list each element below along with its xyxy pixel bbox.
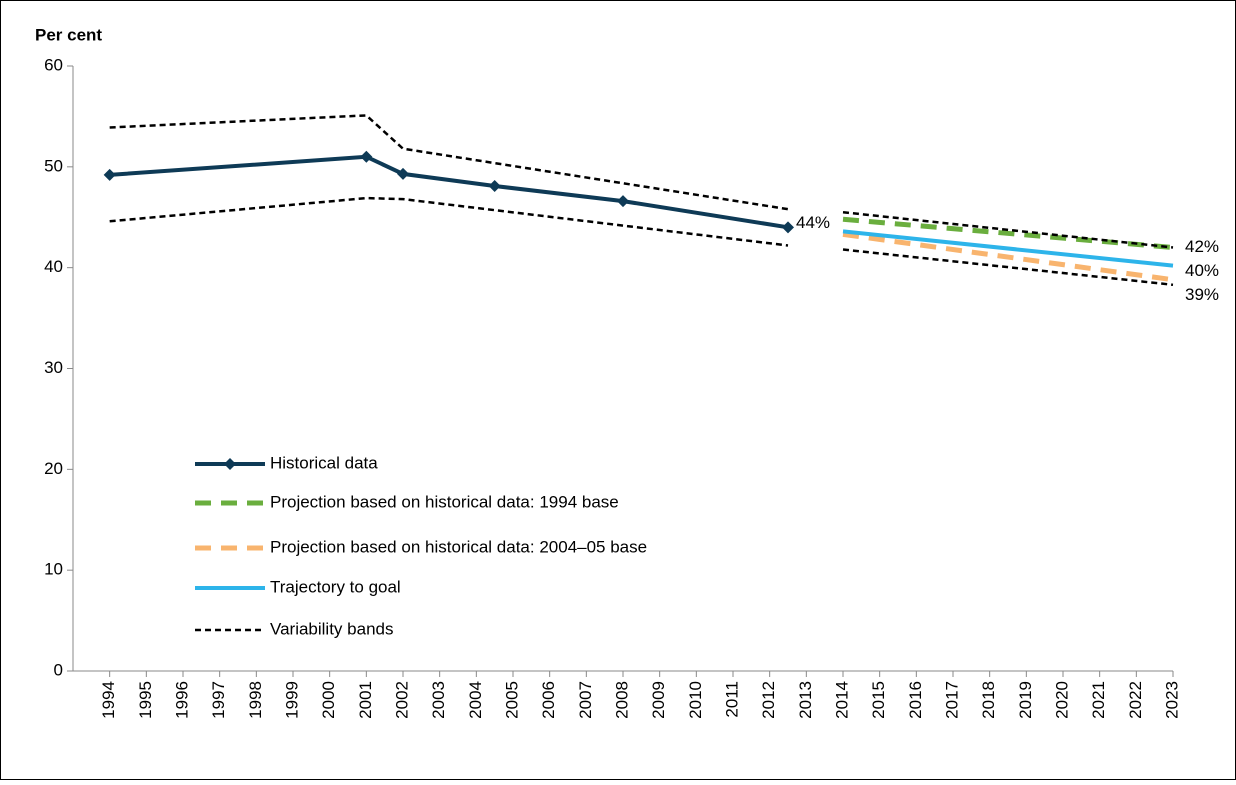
x-tick-label: 2022	[1126, 681, 1145, 719]
x-tick-label: 2018	[979, 681, 998, 719]
y-tick-label: 40	[44, 257, 63, 276]
y-tick-label: 60	[44, 55, 63, 74]
x-tick-label: 1994	[99, 681, 118, 719]
x-tick-label: 2012	[759, 681, 778, 719]
y-tick-label: 20	[44, 459, 63, 478]
data-label: 42%	[1185, 237, 1219, 256]
x-tick-label: 2017	[942, 681, 961, 719]
legend-marker	[224, 458, 236, 470]
point-marker	[397, 167, 409, 180]
y-axis-label: Per cent	[35, 25, 102, 44]
x-tick-label: 2007	[576, 681, 595, 719]
series-line	[109, 154, 789, 230]
legend-label: Historical data	[270, 453, 378, 472]
x-tick-label: 2009	[649, 681, 668, 719]
legend-label: Projection based on historical data: 200…	[270, 537, 647, 556]
x-tick-label: 2010	[686, 681, 705, 719]
x-tick-label: 1998	[246, 681, 265, 719]
x-tick-label: 2001	[356, 681, 375, 719]
x-tick-label: 2013	[796, 681, 815, 719]
x-tick-label: 2021	[1089, 681, 1108, 719]
legend-label: Trajectory to goal	[270, 577, 401, 596]
x-tick-label: 2016	[906, 681, 925, 719]
series-line	[842, 216, 1174, 250]
series-line	[109, 114, 789, 211]
x-tick-label: 2023	[1162, 681, 1181, 719]
y-tick-label: 0	[54, 660, 63, 679]
x-tick-label: 2020	[1052, 681, 1071, 719]
x-tick-label: 1995	[136, 681, 155, 719]
x-tick-label: 2019	[1016, 681, 1035, 719]
y-tick-label: 50	[44, 156, 63, 175]
y-tick-label: 10	[44, 560, 63, 579]
x-tick-label: 2008	[612, 681, 631, 719]
series-line	[842, 231, 1174, 283]
legend-label: Variability bands	[270, 619, 393, 638]
x-tick-label: 2014	[832, 681, 851, 719]
point-marker	[782, 221, 794, 234]
point-marker	[617, 195, 629, 208]
series-line	[842, 229, 1174, 268]
x-tick-label: 2002	[392, 681, 411, 719]
data-label: 39%	[1185, 285, 1219, 304]
x-tick-label: 2011	[722, 681, 741, 718]
y-tick-label: 30	[44, 358, 63, 377]
series-line	[842, 210, 1174, 249]
x-tick-label: 1996	[172, 681, 191, 719]
x-tick-label: 2004	[466, 681, 485, 719]
data-label: 44%	[796, 213, 830, 232]
series-line	[842, 248, 1174, 287]
point-marker	[488, 179, 501, 192]
x-tick-label: 2003	[429, 681, 448, 719]
x-tick-label: 1997	[209, 681, 228, 719]
x-tick-label: 2015	[869, 681, 888, 719]
x-tick-label: 2006	[539, 681, 558, 719]
data-label: 40%	[1185, 261, 1219, 280]
x-tick-label: 2005	[502, 681, 521, 719]
point-marker	[103, 168, 116, 181]
x-tick-label: 1999	[282, 681, 301, 719]
legend-label: Projection based on historical data: 199…	[270, 492, 619, 511]
point-marker	[360, 150, 373, 163]
x-tick-label: 2000	[319, 681, 338, 719]
